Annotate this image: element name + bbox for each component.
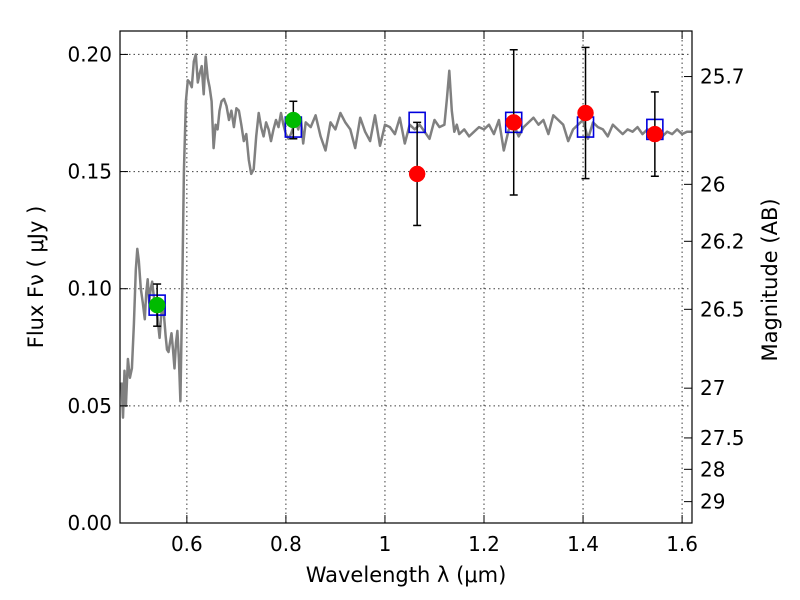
magnitude-tick-label: 27 [700,376,725,400]
model-spectrum-line [120,53,692,419]
magnitude-tick-label: 26.2 [700,229,745,253]
observation-point-red [577,104,594,122]
y-axis-ticks: 0.00 0.05 0.10 0.15 0.20 [67,42,128,535]
observation-point-green [148,296,166,314]
observation-point-green [285,111,302,129]
x-tick-label: 0.8 [270,532,302,556]
x-axis-ticks: 0.6 0.8 1 1.2 1.4 1.6 [171,31,698,556]
magnitude-tick-label: 25.7 [700,65,745,89]
x-tick-label: 1 [379,532,392,556]
y-tick-label: 0.10 [67,277,112,301]
y-tick-label: 0.15 [67,160,112,184]
magnitude-tick-label: 28 [700,457,725,481]
y-tick-label: 0.20 [67,42,112,66]
y-tick-label: 0.00 [67,511,112,535]
grid [120,31,692,524]
observation-points-layer [148,104,664,314]
x-axis-label: Wavelength λ (μm) [306,563,507,587]
plot-frame [119,30,693,524]
observation-point-red [505,114,522,131]
x-tick-label: 0.6 [171,532,203,556]
magnitude-axis-ticks: 25.7 26 26.2 26.5 27 27.5 28 29 [684,65,745,514]
observation-point-red [646,125,664,143]
magnitude-tick-label: 29 [700,490,725,514]
y-axis-label: Flux Fν ( μJy ) [24,206,48,349]
x-tick-label: 1.6 [666,532,698,556]
model-spectrum-layer [120,53,692,419]
x-tick-label: 1.2 [468,532,500,556]
magnitude-tick-label: 26.5 [700,297,745,321]
magnitude-axis-label: Magnitude (AB) [758,198,782,361]
magnitude-tick-label: 26 [700,172,725,196]
observation-point-red [408,165,426,183]
magnitude-tick-label: 27.5 [700,426,745,450]
y-tick-label: 0.05 [67,394,112,418]
x-tick-label: 1.4 [567,532,599,556]
